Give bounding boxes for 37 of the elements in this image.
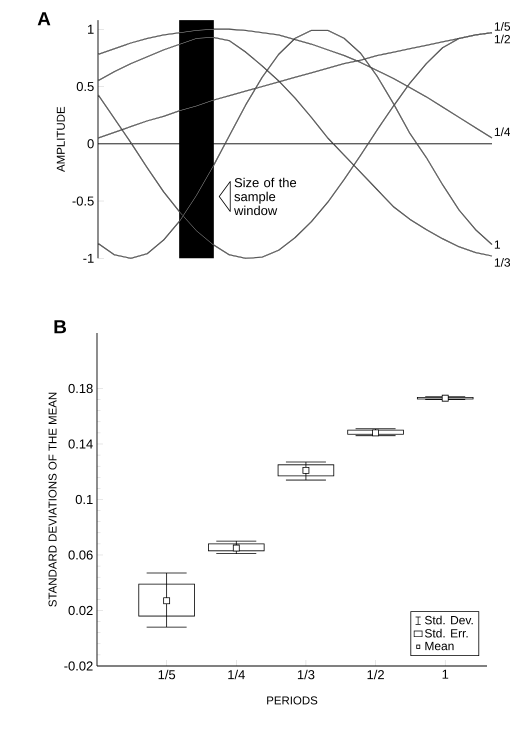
legend-label: Std. Err. (424, 628, 468, 638)
point (302, 466, 310, 474)
y-tick-label: -0.5 (72, 196, 94, 206)
series-label: 1/2 (494, 34, 510, 44)
bar (208, 543, 265, 552)
y-axis-title: STANDARD DEVIATIONS OF THE MEAN (48, 392, 57, 607)
y-tick-label: 0.18 (68, 384, 93, 394)
y-tick-label: 0.02 (68, 606, 93, 616)
x-axis-title: PERIODS (267, 696, 318, 704)
x-tick-label: 1/5 (158, 670, 176, 680)
x-tick-label: 1 (442, 670, 448, 679)
series-label: 1/5 (494, 22, 510, 31)
point (372, 429, 379, 436)
series-label: 1/4 (494, 127, 510, 136)
series-label: 1 (494, 240, 500, 249)
annotation: Std. Dev. (424, 616, 473, 624)
point (163, 597, 170, 604)
y-tick-label: -1 (83, 254, 94, 263)
point (232, 544, 240, 552)
x-tick-label: 1/4 (228, 670, 245, 680)
y-tick-label: 0.1 (76, 494, 93, 504)
chart-title: A (38, 12, 50, 26)
series-label: 1/3 (494, 258, 510, 267)
y-tick-label: -0.02 (64, 661, 93, 671)
x-tick-label: 1/2 (368, 670, 384, 680)
bar (278, 464, 334, 476)
y-tick-label: 0.5 (76, 82, 94, 92)
x-tick-label: 1/3 (298, 670, 314, 680)
y-axis-title: AMPLITUDE (56, 106, 65, 172)
y-tick-label: 0.06 (68, 550, 93, 560)
y-tick-label: 0 (88, 139, 94, 148)
y-tick-label: 0.14 (68, 439, 93, 449)
y-tick-label: 1 (88, 24, 94, 34)
chart-title: B (54, 320, 66, 334)
legend-label: Mean (425, 642, 454, 650)
annotation: Size of the sample window (234, 178, 296, 216)
point (442, 394, 449, 402)
